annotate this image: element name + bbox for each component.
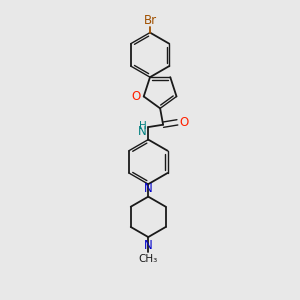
Text: N: N	[144, 239, 153, 252]
Text: H: H	[139, 122, 146, 131]
Text: O: O	[179, 116, 188, 129]
Text: CH₃: CH₃	[139, 254, 158, 264]
Text: Br: Br	[143, 14, 157, 27]
Text: N: N	[144, 182, 153, 195]
Text: N: N	[138, 125, 146, 138]
Text: O: O	[131, 90, 140, 103]
